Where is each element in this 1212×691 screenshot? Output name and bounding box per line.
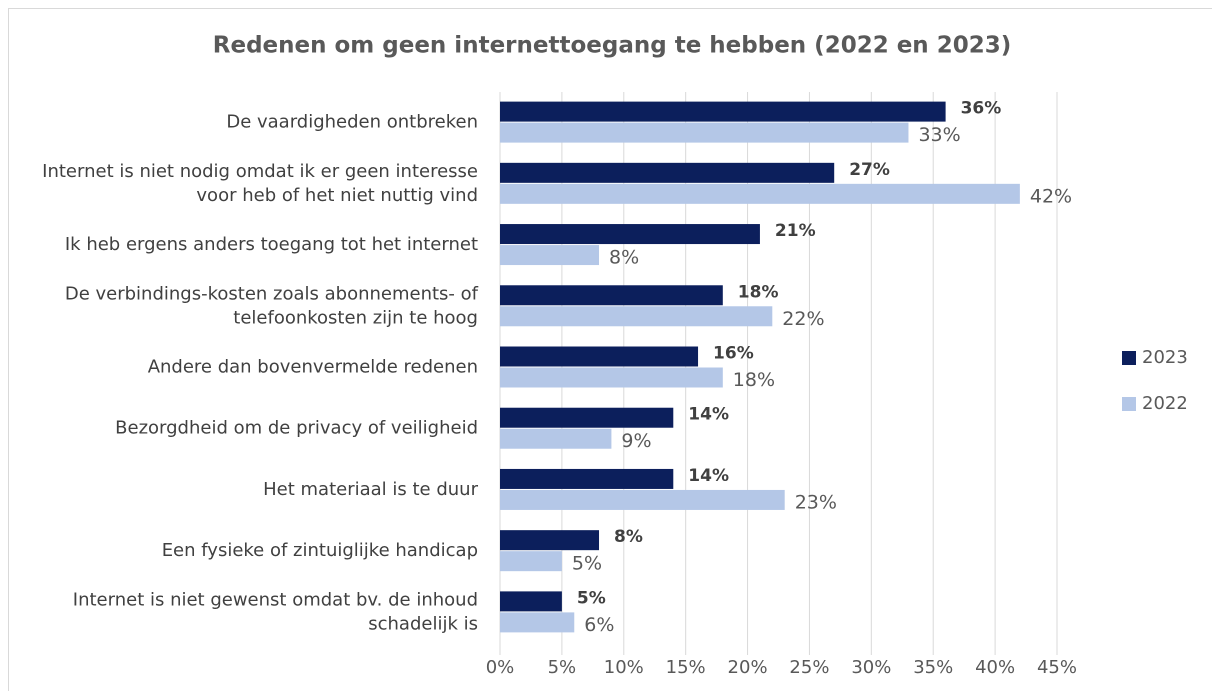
bar [500, 183, 1020, 204]
bar [500, 122, 909, 143]
x-tick-label: 15% [666, 657, 706, 678]
x-tick-label: 45% [1037, 657, 1077, 678]
value-label: 9% [621, 430, 651, 452]
bar [500, 489, 785, 510]
bar [500, 591, 562, 612]
bar [500, 551, 562, 572]
bar [500, 285, 723, 306]
value-label: 18% [733, 369, 775, 391]
value-label: 8% [614, 527, 643, 547]
y-tick-label: Andere dan bovenvermelde redenen [148, 357, 478, 378]
y-tick-label: telefoonkosten zijn te hoog [233, 307, 478, 328]
bar [500, 245, 600, 266]
y-tick-label: Een fysieke of zintuiglijke handicap [162, 540, 478, 561]
x-tick-label: 30% [851, 657, 891, 678]
bar [500, 224, 760, 245]
bar [500, 612, 575, 633]
bar [500, 367, 723, 388]
bar [500, 346, 699, 367]
chart-title: Redenen om geen internettoegang te hebbe… [213, 33, 1011, 59]
value-label: 36% [961, 99, 1002, 119]
bar [500, 468, 674, 489]
value-label: 5% [572, 553, 602, 575]
value-label: 5% [577, 588, 606, 608]
bar [500, 428, 612, 449]
value-label: 22% [782, 308, 824, 330]
value-label: 18% [738, 282, 779, 302]
y-tick-label: Bezorgdheid om de privacy of veiligheid [115, 418, 478, 439]
value-label: 8% [609, 247, 639, 269]
bar [500, 407, 674, 428]
legend-swatch [1122, 351, 1136, 365]
x-tick-label: 10% [604, 657, 644, 678]
bar [500, 306, 773, 327]
y-tick-label: De verbindings-kosten zoals abonnements-… [65, 283, 479, 304]
legend-label: 2022 [1142, 393, 1188, 414]
y-tick-label: voor heb of het niet nuttig vind [196, 185, 478, 206]
y-tick-label: Internet is niet nodig omdat ik er geen … [42, 161, 478, 182]
bar [500, 162, 835, 183]
legend-label: 2023 [1142, 347, 1188, 368]
x-tick-label: 25% [789, 657, 829, 678]
value-label: 27% [849, 160, 890, 180]
value-label: 42% [1030, 185, 1072, 207]
value-label: 33% [918, 124, 960, 146]
value-label: 21% [775, 221, 816, 241]
x-tick-label: 40% [975, 657, 1015, 678]
bar [500, 101, 946, 122]
y-tick-label: schadelijk is [368, 613, 478, 634]
value-label: 14% [688, 405, 729, 425]
y-tick-label: Het materiaal is te duur [263, 479, 478, 500]
x-tick-label: 5% [548, 657, 577, 678]
y-tick-label: Internet is niet gewenst omdat bv. de in… [73, 589, 478, 610]
bar [500, 530, 600, 551]
value-label: 16% [713, 344, 754, 364]
x-tick-label: 0% [486, 657, 515, 678]
value-label: 14% [688, 466, 729, 486]
legend-swatch [1122, 397, 1136, 411]
value-label: 6% [584, 614, 614, 636]
x-tick-label: 20% [728, 657, 768, 678]
y-tick-label: De vaardigheden ontbreken [226, 112, 478, 133]
y-tick-label: Ik heb ergens anders toegang tot het int… [65, 234, 478, 255]
value-label: 23% [795, 491, 837, 513]
x-tick-label: 35% [913, 657, 953, 678]
